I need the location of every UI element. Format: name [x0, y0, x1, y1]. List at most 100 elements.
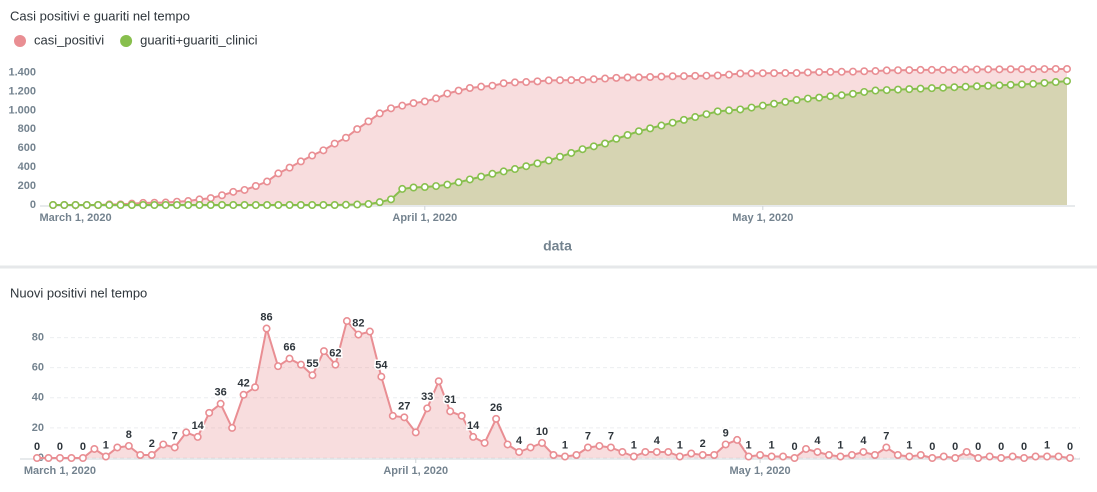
legend-swatch[interactable] [120, 35, 133, 47]
data-point [905, 85, 914, 94]
data-point [781, 97, 790, 106]
y-tick-label: 20 [32, 422, 44, 434]
area-fill [37, 321, 1070, 458]
data-point [836, 452, 845, 461]
data-point [544, 76, 553, 85]
data-point [55, 453, 64, 462]
data-point [847, 450, 856, 459]
data-point [815, 68, 824, 77]
data-point [634, 73, 643, 82]
data-point [411, 428, 420, 437]
data-point [480, 438, 489, 447]
data-point [893, 450, 902, 459]
data-label: 0 [34, 441, 40, 453]
legend-swatch[interactable] [14, 35, 26, 47]
data-point [308, 151, 317, 160]
data-label: 0 [998, 441, 1004, 453]
data-point [985, 452, 994, 461]
data-point [744, 452, 753, 461]
data-point [792, 96, 801, 105]
data-point [1017, 65, 1026, 74]
data-point [646, 124, 655, 133]
data-point [510, 165, 519, 174]
data-point [71, 201, 80, 210]
data-label: 4 [654, 435, 661, 447]
data-point [465, 175, 474, 184]
data-label: 4 [860, 435, 867, 447]
data-point [770, 69, 779, 78]
data-point [229, 187, 238, 196]
data-point [767, 452, 776, 461]
data-point [724, 70, 733, 79]
data-point [388, 411, 397, 420]
data-point [522, 78, 531, 87]
data-point [618, 447, 627, 456]
y-tick-label: 0 [30, 199, 36, 211]
data-point [691, 113, 700, 122]
x-tick-label: May 1, 2020 [730, 465, 791, 477]
data-point [555, 76, 564, 85]
data-point [465, 83, 474, 92]
data-point [679, 72, 688, 81]
data-point [736, 69, 745, 78]
data-point [386, 104, 395, 113]
data-point [995, 65, 1004, 74]
data-point [375, 109, 384, 118]
data-point [612, 134, 621, 143]
data-point [420, 183, 429, 192]
data-point [893, 66, 902, 75]
data-point [296, 360, 305, 369]
data-label: 7 [883, 430, 889, 442]
data-label: 0 [57, 441, 63, 453]
data-point [159, 440, 168, 449]
data-point [218, 201, 227, 210]
data-label: 1 [631, 439, 637, 451]
data-point [871, 67, 880, 76]
data-point [432, 182, 441, 191]
data-point [733, 435, 742, 444]
data-point [446, 407, 455, 416]
data-point [702, 110, 711, 119]
data-point [870, 450, 879, 459]
data-point [82, 201, 91, 210]
data-point [400, 413, 409, 422]
data-label: 14 [192, 420, 205, 432]
data-point [492, 414, 501, 423]
data-label: 7 [172, 430, 178, 442]
y-tick-label: 1.000 [8, 104, 36, 116]
data-point [101, 452, 110, 461]
data-point [747, 103, 756, 112]
legend-label[interactable]: casi_positivi [34, 32, 104, 47]
data-point [668, 118, 677, 127]
data-point [526, 443, 535, 452]
data-point [533, 159, 542, 168]
data-point [951, 453, 960, 462]
y-tick-label: 400 [18, 161, 36, 173]
data-point [544, 156, 553, 165]
data-point [1066, 453, 1075, 462]
data-point [664, 447, 673, 456]
legend-label[interactable]: guariti+guariti_clinici [140, 32, 258, 47]
data-label: 86 [260, 311, 272, 323]
data-point [1006, 65, 1015, 74]
data-point [770, 99, 779, 108]
data-point [826, 67, 835, 76]
data-point [859, 447, 868, 456]
data-label: 4 [814, 435, 821, 447]
data-point [595, 441, 604, 450]
y-tick-label: 800 [18, 123, 36, 135]
data-point [871, 86, 880, 95]
data-label: 33 [421, 391, 433, 403]
data-point [354, 330, 363, 339]
data-point [736, 105, 745, 114]
data-label: 10 [536, 426, 548, 438]
data-label: 8 [126, 429, 132, 441]
data-point [78, 453, 87, 462]
y-tick-label: 40 [32, 392, 44, 404]
data-point [319, 146, 328, 155]
data-point [364, 200, 373, 209]
data-point [285, 201, 294, 210]
data-point [882, 66, 891, 75]
data-point [882, 443, 891, 452]
data-point [239, 390, 248, 399]
